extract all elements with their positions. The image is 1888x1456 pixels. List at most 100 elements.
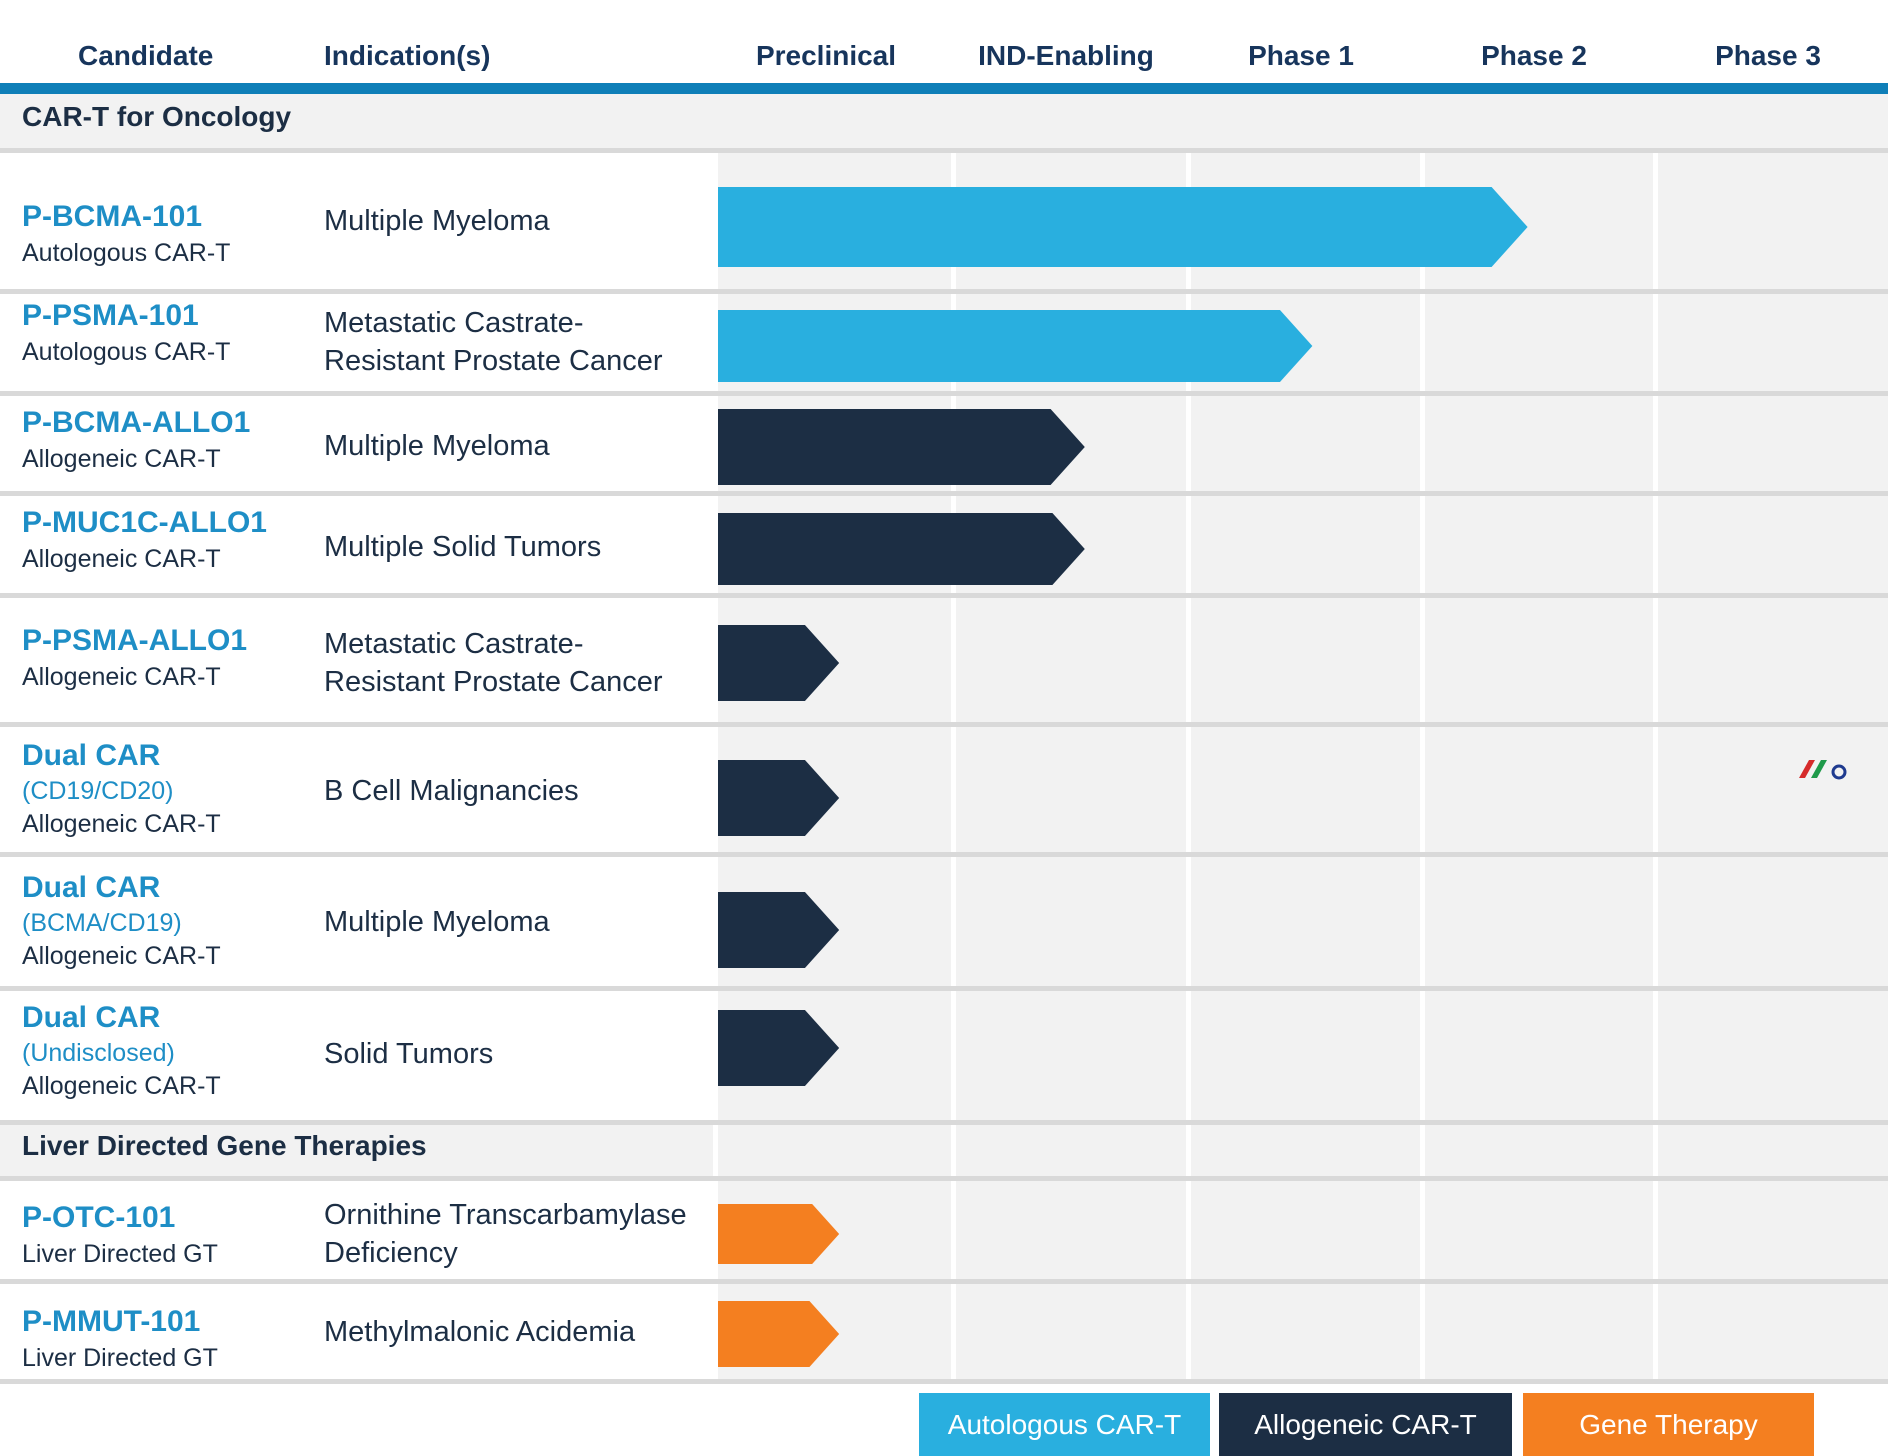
header-rule <box>0 83 1888 94</box>
candidate-label: Dual CAR (BCMA/CD19) Allogeneic CAR-T <box>22 869 221 973</box>
company-logo-icon <box>1799 760 1847 780</box>
candidate-type: Autologous CAR-T <box>22 239 231 267</box>
candidate-label: P-MUC1C-ALLO1 Allogeneic CAR-T <box>22 504 267 576</box>
candidate-column-header: Candidate <box>78 40 214 71</box>
pipeline-bar <box>718 625 840 701</box>
candidate-label: P-MMUT-101 Liver Directed GT <box>22 1303 218 1375</box>
candidate-type: Allogeneic CAR-T <box>22 1072 221 1100</box>
indication-line: Resistant Prostate Cancer <box>324 666 663 698</box>
legend-swatch <box>919 1393 1210 1456</box>
indication-line: B Cell Malignancies <box>324 775 579 807</box>
row-divider <box>0 593 1888 598</box>
pipeline-bar <box>718 1010 840 1086</box>
row-divider <box>0 289 1888 294</box>
candidate-type: Liver Directed GT <box>22 1240 218 1268</box>
candidate-type: Allogeneic CAR-T <box>22 942 221 970</box>
candidate-label: P-PSMA-101 Autologous CAR-T <box>22 297 230 369</box>
row-divider <box>0 1379 1888 1384</box>
indication-label: Metastatic Castrate- Resistant Prostate C… <box>324 625 662 701</box>
candidate-target: (Undisclosed) <box>22 1039 175 1067</box>
candidate-label: P-BCMA-ALLO1 Allogeneic CAR-T <box>22 404 250 476</box>
indication-label: Multiple Myeloma <box>324 903 550 941</box>
indication-line: Multiple Myeloma <box>324 906 550 938</box>
indication-line: Multiple Myeloma <box>324 205 550 237</box>
candidate-type: Liver Directed GT <box>22 1344 218 1372</box>
pipeline-bar <box>718 409 1085 485</box>
indication-label: Multiple Myeloma <box>324 202 550 240</box>
legend-label: Allogeneic CAR-T <box>1254 1409 1477 1440</box>
indication-line: Methylmalonic Acidemia <box>324 1316 636 1348</box>
candidate-label: Dual CAR (Undisclosed) Allogeneic CAR-T <box>22 999 221 1103</box>
pipeline-bar <box>718 892 840 968</box>
candidate-type: Allogeneic CAR-T <box>22 810 221 838</box>
section-band <box>0 87 1888 150</box>
candidate-label: P-BCMA-101 Autologous CAR-T <box>22 198 230 270</box>
row-divider <box>0 722 1888 727</box>
indication-label: Methylmalonic Acidemia <box>324 1313 635 1351</box>
section-title: Liver Directed Gene Therapies <box>22 1130 427 1161</box>
indication-label: Metastatic Castrate- Resistant Prostate C… <box>324 304 662 380</box>
indication-line: Metastatic Castrate- <box>324 307 584 339</box>
row-divider <box>0 148 1888 153</box>
row-divider <box>0 1120 1888 1125</box>
legend-label: Autologous CAR-T <box>947 1409 1182 1440</box>
indication-label: Multiple Myeloma <box>324 427 550 465</box>
phase-header-preclinical: Preclinical <box>755 40 897 71</box>
phase-header-phase-2: Phase 2 <box>1481 40 1587 71</box>
candidate-name: P-BCMA-101 <box>22 200 203 233</box>
pipeline-bar <box>718 310 1313 382</box>
section-band <box>0 1122 713 1178</box>
candidate-name: P-PSMA-101 <box>22 299 199 332</box>
candidate-type: Autologous CAR-T <box>22 338 231 366</box>
candidate-name: Dual CAR <box>22 739 161 772</box>
indication-line: Multiple Solid Tumors <box>324 531 602 563</box>
indication-line: Metastatic Castrate- <box>324 628 584 660</box>
indication-label: Multiple Solid Tumors <box>324 528 601 566</box>
legend-autologous: Autologous CAR-T <box>919 1393 1210 1456</box>
legend-allogeneic: Allogeneic CAR-T <box>1219 1393 1512 1456</box>
candidate-name: P-MUC1C-ALLO1 <box>22 506 267 539</box>
row-divider <box>0 986 1888 991</box>
candidate-name: P-MMUT-101 <box>22 1305 201 1338</box>
indication-line: Multiple Myeloma <box>324 430 550 462</box>
phase-column-band <box>1658 153 1888 1382</box>
candidate-label: Dual CAR (CD19/CD20) Allogeneic CAR-T <box>22 737 221 841</box>
candidate-type: Allogeneic CAR-T <box>22 445 221 473</box>
row-divider <box>0 1279 1888 1284</box>
indication-line: Deficiency <box>324 1237 458 1269</box>
phase-header-ind-enabling: IND-Enabling <box>978 40 1154 71</box>
phase-column-band <box>1425 153 1653 1382</box>
indication-line: Resistant Prostate Cancer <box>324 345 663 377</box>
indication-label: Ornithine Transcarbamylase Deficiency <box>324 1196 687 1272</box>
indication-line: Ornithine Transcarbamylase <box>324 1199 687 1231</box>
legend-gene-therapy: Gene Therapy <box>1523 1393 1814 1456</box>
candidate-label: P-OTC-101 Liver Directed GT <box>22 1199 218 1271</box>
candidate-name: Dual CAR <box>22 1001 161 1034</box>
candidate-type: Allogeneic CAR-T <box>22 545 221 573</box>
legend-swatch <box>1219 1393 1512 1456</box>
pipeline-bar <box>718 187 1528 267</box>
candidate-target: (CD19/CD20) <box>22 777 174 805</box>
candidate-name: P-PSMA-ALLO1 <box>22 624 247 657</box>
candidate-label: P-PSMA-ALLO1 Allogeneic CAR-T <box>22 622 247 694</box>
row-divider <box>0 491 1888 496</box>
candidate-name: P-OTC-101 <box>22 1201 176 1234</box>
candidate-name: P-BCMA-ALLO1 <box>22 406 251 439</box>
legend-label: Gene Therapy <box>1579 1409 1758 1440</box>
candidate-target: (BCMA/CD19) <box>22 909 182 937</box>
candidate-name: Dual CAR <box>22 871 161 904</box>
indication-line: Solid Tumors <box>324 1038 494 1070</box>
row-divider <box>0 1176 1888 1181</box>
pipeline-bar <box>718 513 1085 585</box>
indication-label: Solid Tumors <box>324 1035 493 1073</box>
candidate-type: Allogeneic CAR-T <box>22 663 221 691</box>
phase-header-phase-3: Phase 3 <box>1715 40 1821 71</box>
pipeline-bar <box>718 1204 840 1264</box>
pipeline-bar <box>718 1301 840 1367</box>
pipeline-bar <box>718 760 840 836</box>
legend-swatch <box>1523 1393 1814 1456</box>
indications-column-header: Indication(s) <box>324 40 491 71</box>
row-divider <box>0 852 1888 857</box>
